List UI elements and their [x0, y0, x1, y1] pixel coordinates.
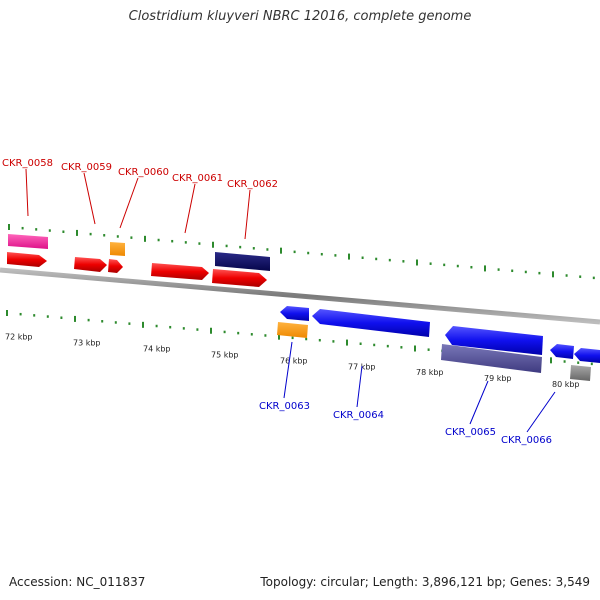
kbp-label: 74 kbp: [143, 344, 171, 353]
gene-ckr-0060-orange[interactable]: [110, 242, 125, 256]
gene-ckr-0065[interactable]: [445, 326, 543, 355]
gene-ckr-0061[interactable]: [151, 263, 209, 280]
gene-ckr-0062[interactable]: [212, 269, 267, 287]
gene-ckr-0062-navy[interactable]: [215, 252, 270, 271]
gene-ckr-0064[interactable]: [312, 309, 430, 337]
label-ckr-0062[interactable]: CKR_0062: [227, 179, 278, 190]
gene-ckr-0066-gray[interactable]: [570, 365, 591, 381]
genome-backbone: [0, 267, 600, 325]
reverse-genes: [277, 306, 600, 381]
gene-ckr-0063[interactable]: [280, 306, 309, 321]
kbp-label: 72 kbp: [5, 332, 33, 341]
gene-ckr-0058-pink[interactable]: [8, 234, 48, 249]
accession-text: Accession: NC_011837: [9, 575, 146, 589]
reverse-leaders: [283, 341, 556, 433]
gene-ckr-0060[interactable]: [108, 259, 123, 273]
label-ckr-0065[interactable]: CKR_0065: [445, 427, 496, 438]
kbp-label: 73 kbp: [73, 338, 101, 347]
gene-ckr-0066-right[interactable]: [574, 348, 600, 363]
kbp-label: 78 kbp: [416, 368, 444, 377]
kbp-label: 75 kbp: [211, 350, 239, 359]
label-ckr-0058[interactable]: CKR_0058: [2, 158, 53, 169]
kbp-label: 80 kbp: [552, 380, 580, 389]
label-ckr-0063[interactable]: CKR_0063: [259, 401, 310, 412]
genome-stats-text: Topology: circular; Length: 3,896,121 bp…: [260, 575, 590, 589]
forward-leaders: [25, 168, 251, 240]
gene-ckr-0058[interactable]: [7, 252, 47, 267]
gene-ckr-0063-orange[interactable]: [277, 322, 308, 338]
kbp-label: 76 kbp: [280, 356, 308, 365]
gene-ckr-0065-slate[interactable]: [441, 344, 542, 373]
kbp-label: 79 kbp: [484, 374, 512, 383]
forward-gene-labels: CKR_0058 CKR_0059 CKR_0060 CKR_0061 CKR_…: [2, 158, 278, 190]
top-ticks: [8, 224, 595, 280]
gene-ckr-0059[interactable]: [74, 257, 107, 272]
map-title: Clostridium kluyveri NBRC 12016, complet…: [128, 9, 472, 24]
reverse-gene-labels: CKR_0063 CKR_0064 CKR_0065 CKR_0066: [259, 401, 552, 446]
forward-genes: [7, 234, 270, 287]
label-ckr-0059[interactable]: CKR_0059: [61, 162, 112, 173]
label-ckr-0066[interactable]: CKR_0066: [501, 435, 552, 446]
label-ckr-0060[interactable]: CKR_0060: [118, 167, 169, 178]
gene-ckr-0066[interactable]: [550, 344, 574, 359]
label-ckr-0061[interactable]: CKR_0061: [172, 173, 223, 184]
label-ckr-0064[interactable]: CKR_0064: [333, 410, 384, 421]
